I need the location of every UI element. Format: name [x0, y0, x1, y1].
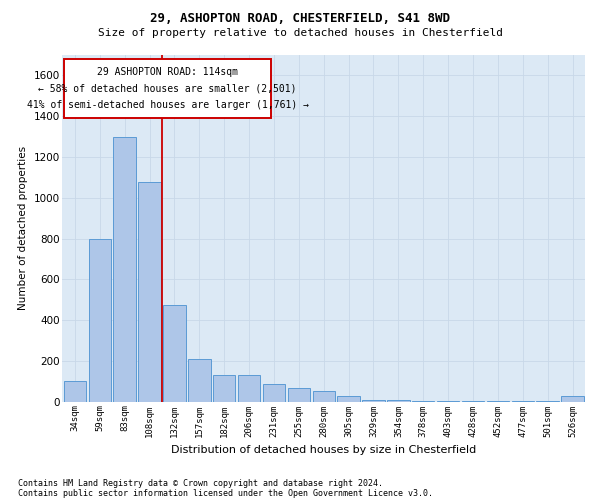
Bar — [238, 375, 260, 402]
Bar — [139, 182, 161, 402]
Bar — [362, 400, 385, 402]
Text: Contains HM Land Registry data © Crown copyright and database right 2024.: Contains HM Land Registry data © Crown c… — [18, 478, 383, 488]
FancyBboxPatch shape — [64, 59, 271, 118]
Bar — [512, 401, 534, 402]
Bar — [437, 400, 460, 402]
Bar — [337, 396, 360, 402]
Bar — [64, 381, 86, 402]
Bar — [89, 238, 111, 402]
X-axis label: Distribution of detached houses by size in Chesterfield: Distribution of detached houses by size … — [171, 445, 476, 455]
Bar — [387, 400, 410, 402]
Text: 41% of semi-detached houses are larger (1,761) →: 41% of semi-detached houses are larger (… — [26, 100, 308, 110]
Bar — [287, 388, 310, 402]
Bar — [412, 400, 434, 402]
Y-axis label: Number of detached properties: Number of detached properties — [18, 146, 28, 310]
Bar — [163, 305, 185, 402]
Text: Size of property relative to detached houses in Chesterfield: Size of property relative to detached ho… — [97, 28, 503, 38]
Bar — [487, 401, 509, 402]
Bar — [462, 401, 484, 402]
Bar — [313, 392, 335, 402]
Text: 29, ASHOPTON ROAD, CHESTERFIELD, S41 8WD: 29, ASHOPTON ROAD, CHESTERFIELD, S41 8WD — [150, 12, 450, 26]
Bar — [263, 384, 285, 402]
Text: Contains public sector information licensed under the Open Government Licence v3: Contains public sector information licen… — [18, 488, 433, 498]
Bar — [213, 375, 235, 402]
Text: 29 ASHOPTON ROAD: 114sqm: 29 ASHOPTON ROAD: 114sqm — [97, 67, 238, 77]
Bar — [113, 136, 136, 402]
Bar — [562, 396, 584, 402]
Bar — [188, 359, 211, 402]
Bar — [536, 401, 559, 402]
Text: ← 58% of detached houses are smaller (2,501): ← 58% of detached houses are smaller (2,… — [38, 84, 297, 94]
